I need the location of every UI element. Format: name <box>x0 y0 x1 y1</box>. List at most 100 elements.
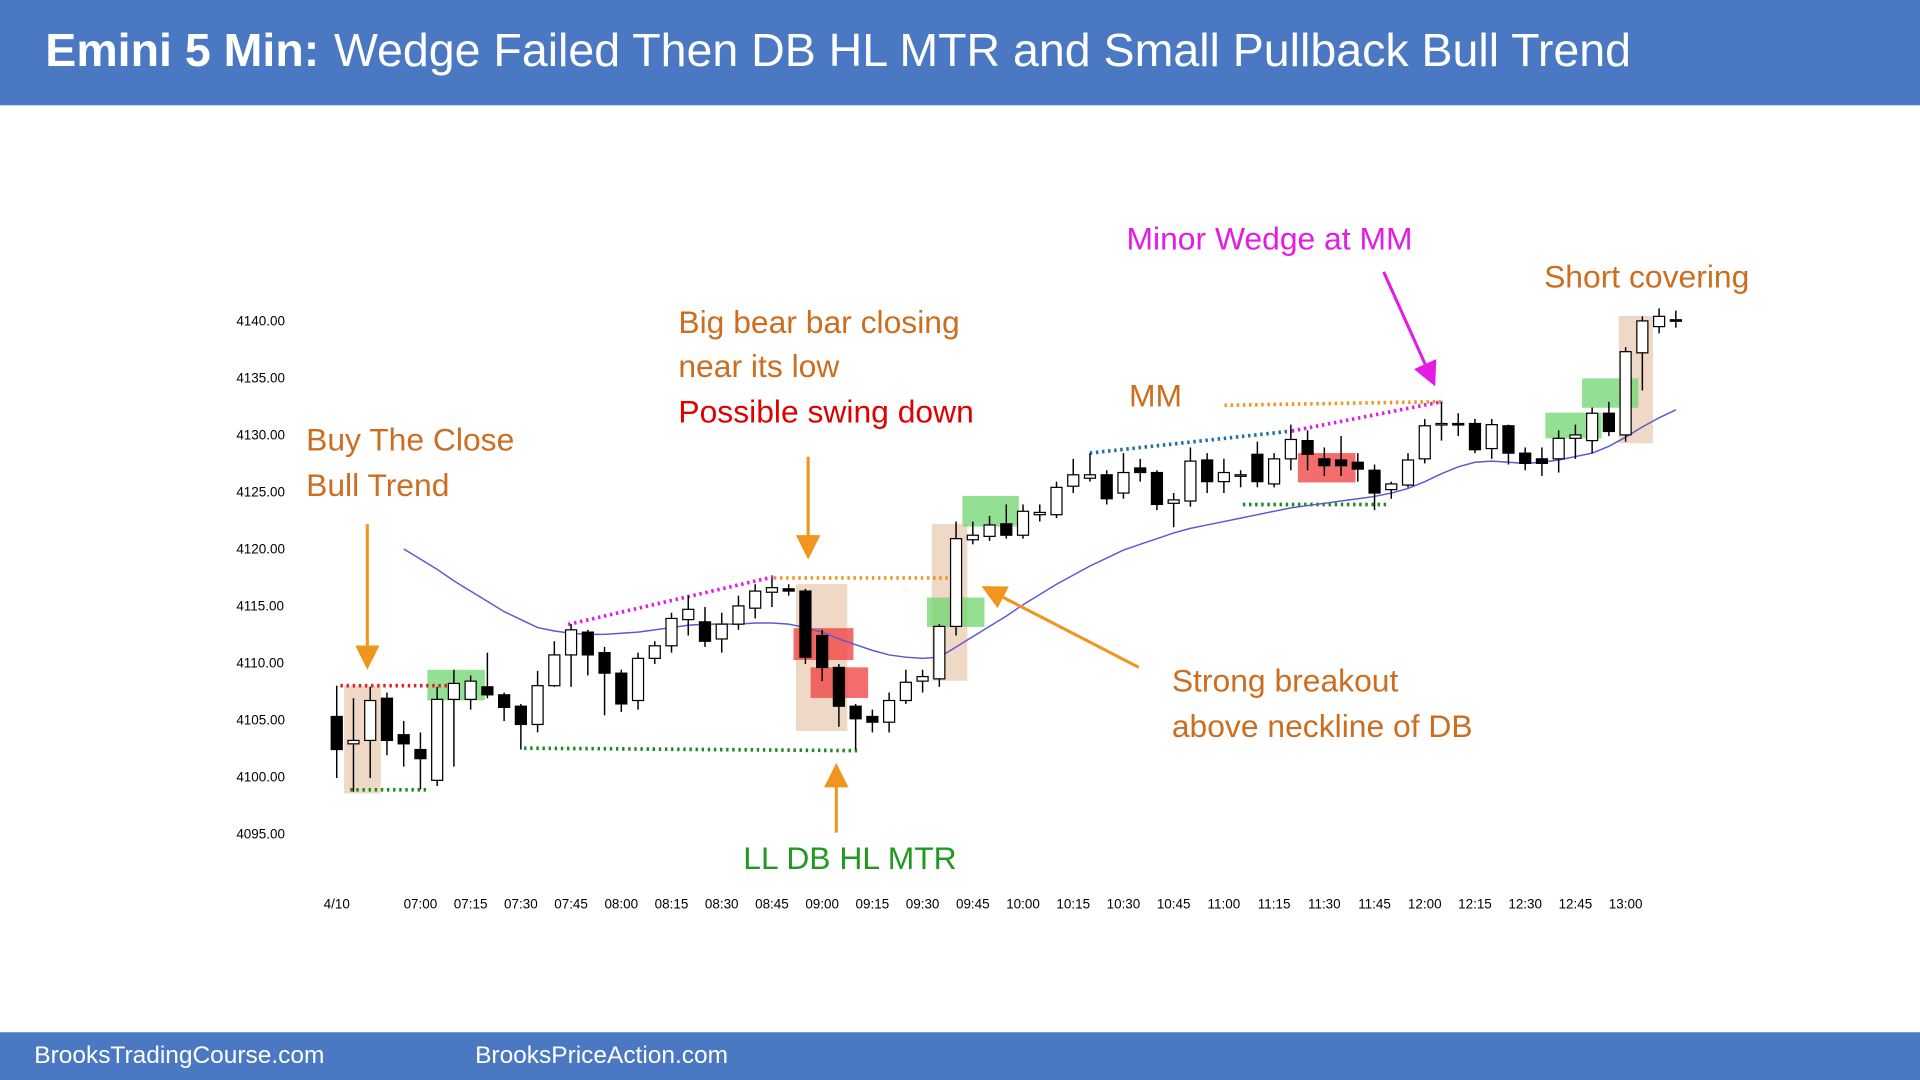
candle-body <box>481 686 494 696</box>
x-tick-label: 10:30 <box>1107 896 1141 911</box>
candle-body <box>849 705 862 720</box>
candle-body <box>615 672 628 705</box>
candle-body <box>698 621 712 642</box>
candle-body <box>1519 452 1532 465</box>
candle-body <box>1619 351 1632 436</box>
dotted-line <box>1291 399 1443 433</box>
candle-body <box>933 625 946 680</box>
candle-body <box>715 623 728 640</box>
candle-body <box>1652 315 1666 328</box>
candle-body <box>1134 467 1147 474</box>
arrow <box>1382 271 1437 387</box>
candle-body <box>899 681 912 702</box>
y-tick-label: 4120.00 <box>236 542 285 557</box>
candle-body <box>1586 412 1599 442</box>
dotted-line <box>524 746 858 753</box>
candle-body <box>665 617 678 647</box>
arrows <box>355 271 1437 833</box>
x-tick-label: 11:45 <box>1358 896 1391 911</box>
candle-body <box>866 715 879 723</box>
x-tick-label: 09:00 <box>805 896 839 911</box>
annotation: Bull Trend <box>306 467 449 503</box>
candle-body <box>1167 499 1180 504</box>
highlight-box <box>1297 453 1356 483</box>
candle-body <box>832 666 846 707</box>
candle-body <box>1033 511 1046 516</box>
candle-body <box>1418 425 1431 460</box>
candle-body <box>531 685 544 726</box>
x-tick-label: 09:15 <box>856 896 890 911</box>
candle-body <box>816 634 829 669</box>
candle-body <box>1351 461 1364 470</box>
candle-body <box>782 588 795 592</box>
annotation: MM <box>1129 377 1182 413</box>
candle-body <box>1401 459 1415 486</box>
x-tick-label: 08:45 <box>755 896 789 911</box>
title-text: Wedge Failed Then DB HL MTR and Small Pu… <box>334 24 1631 76</box>
x-tick-label: 08:15 <box>655 896 689 911</box>
candle-body <box>1502 425 1515 454</box>
x-tick-label: 09:30 <box>906 896 940 911</box>
x-tick-label: 07:15 <box>454 896 488 911</box>
candle-body <box>498 694 511 708</box>
annotation: LL DB HL MTR <box>743 840 956 876</box>
annotation: Possible swing down <box>678 393 973 429</box>
candle-body <box>799 590 812 658</box>
title: Emini 5 Min: Wedge Failed Then DB HL MTR … <box>45 24 1631 76</box>
annotation: Buy The Close <box>306 421 514 457</box>
candle-body <box>682 608 695 621</box>
y-tick-label: 4100.00 <box>236 770 285 785</box>
y-tick-label: 4130.00 <box>236 428 285 443</box>
candle-body <box>1117 471 1130 494</box>
header-bar <box>0 0 1920 106</box>
candle-body <box>397 734 410 745</box>
candle-body <box>1267 458 1281 485</box>
annotation: Short covering <box>1544 259 1749 295</box>
x-tick-label: 12:45 <box>1559 896 1593 911</box>
candle-body <box>631 657 645 702</box>
x-tick-label: 11:00 <box>1208 896 1241 911</box>
candle-body <box>330 715 343 751</box>
candle-body <box>1201 459 1214 483</box>
candle-body <box>598 652 611 674</box>
candle-body <box>1669 319 1682 322</box>
moving-average <box>403 409 1677 660</box>
dotted-line <box>1224 399 1443 408</box>
candle-body <box>514 705 527 726</box>
candle-body <box>364 699 377 742</box>
y-tick-label: 4095.00 <box>236 827 285 842</box>
candle-body <box>1552 437 1565 460</box>
candle-body <box>564 629 578 656</box>
candle-body <box>347 739 360 745</box>
candle-body <box>431 698 444 781</box>
x-tick-label: 12:15 <box>1458 896 1492 911</box>
x-tick-label: 11:15 <box>1258 896 1291 911</box>
candle-body <box>1334 459 1348 467</box>
x-tick-label: 10:00 <box>1006 896 1040 911</box>
annotation: Strong breakout <box>1172 663 1399 699</box>
candle-body <box>983 524 996 537</box>
candle-body <box>882 699 896 723</box>
candle-body <box>447 682 461 700</box>
candle-body <box>1368 469 1381 494</box>
annotation: Minor Wedge at MM <box>1127 221 1413 257</box>
candle-body <box>916 675 929 682</box>
y-tick-label: 4115.00 <box>236 599 284 614</box>
y-tick-label: 4135.00 <box>236 371 285 386</box>
candle-body <box>949 538 963 628</box>
x-tick-label: 11:30 <box>1308 896 1341 911</box>
x-tick-label: 13:00 <box>1609 896 1643 911</box>
annotation: near its low <box>678 348 840 384</box>
candle-body <box>648 645 661 659</box>
candle-body <box>1636 320 1649 354</box>
candle-body <box>1251 453 1264 483</box>
x-tick-label: 12:30 <box>1508 896 1542 911</box>
candle-body <box>1301 439 1314 455</box>
candle-body <box>1452 422 1465 426</box>
candle-body <box>765 587 779 593</box>
x-tick-label: 10:15 <box>1056 896 1090 911</box>
candle-body <box>1569 434 1582 439</box>
footer-left: BrooksTradingCourse.com <box>34 1042 324 1069</box>
candle-body <box>1435 422 1448 426</box>
